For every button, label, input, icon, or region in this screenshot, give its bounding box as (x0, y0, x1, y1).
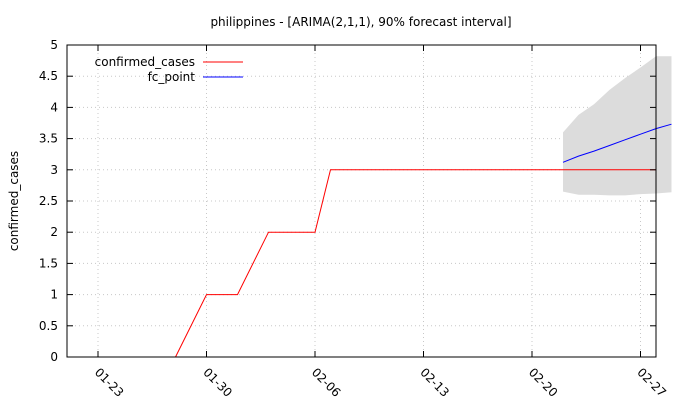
x-tick-label: 02-06 (309, 365, 344, 400)
y-tick-label: 0.5 (39, 319, 58, 333)
interval-layer (563, 56, 672, 196)
x-tick-label: 02-20 (526, 365, 561, 400)
x-tick-label: 02-27 (634, 365, 669, 400)
grid-layer (67, 45, 656, 357)
legend-label: fc_point (148, 70, 196, 84)
legend-label: confirmed_cases (95, 55, 195, 69)
y-tick-label: 2.5 (39, 194, 58, 208)
y-tick-label: 3.5 (39, 132, 58, 146)
x-tick-label: 02-13 (417, 365, 452, 400)
y-tick-label: 3 (50, 163, 58, 177)
series-layer (175, 123, 672, 358)
forecast-interval-band (563, 56, 672, 196)
y-tick-label: 2 (50, 225, 58, 239)
x-tick-label: 01-30 (200, 365, 235, 400)
x-tick-label: 01-23 (92, 365, 127, 400)
tick-layer: 01-23 01-30 02-06 02-13 02-20 02-27 0 0.5 1 1.5 2 2… (39, 38, 669, 400)
y-tick-label: 4 (50, 100, 58, 114)
y-axis-label: confirmed_cases (7, 151, 21, 251)
series-line-fc-point (562, 123, 672, 163)
y-tick-label: 0 (50, 350, 58, 364)
y-tick-label: 1.5 (39, 256, 58, 270)
y-tick-label: 1 (50, 288, 58, 302)
y-tick-label: 5 (50, 38, 58, 52)
y-tick-label: 4.5 (39, 69, 58, 83)
series-line-confirmed-cases (175, 169, 656, 358)
chart-title: philippines - [ARIMA(2,1,1), 90% forecas… (210, 15, 511, 29)
